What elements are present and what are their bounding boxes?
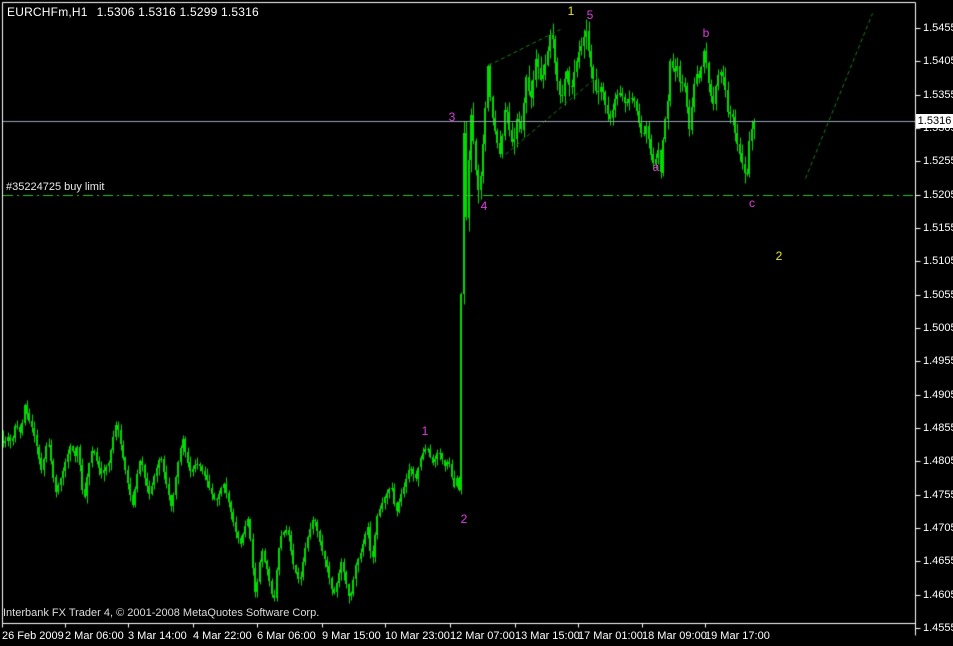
wave-label-2[interactable]: 2 — [460, 512, 468, 526]
price-axis-label: 1.5105 — [923, 255, 953, 268]
price-axis-label: 1.4555 — [923, 621, 953, 634]
time-axis-label: 18 Mar 09:00 — [642, 630, 707, 642]
price-axis-label: 1.4955 — [923, 355, 953, 368]
current-price-box: 1.5316 — [916, 114, 953, 128]
price-axis-label: 1.5405 — [923, 55, 953, 68]
time-axis-label: 9 Mar 15:00 — [322, 630, 381, 642]
price-axis-label: 1.4805 — [923, 455, 953, 468]
wave-label-1[interactable]: 1 — [567, 4, 575, 18]
wave-label-3[interactable]: 3 — [448, 110, 456, 124]
time-axis-label: 4 Mar 22:00 — [193, 630, 252, 642]
price-axis-label: 1.5155 — [923, 221, 953, 234]
price-axis-label: 1.5355 — [923, 88, 953, 101]
wave-label-b[interactable]: b — [702, 26, 710, 40]
time-axis-label: 17 Mar 01:00 — [578, 630, 643, 642]
price-axis-label: 1.5455 — [923, 22, 953, 34]
wave-label-c[interactable]: c — [749, 196, 755, 210]
price-axis-label: 1.4705 — [923, 521, 953, 534]
time-axis-label: 2 Mar 06:00 — [65, 630, 124, 642]
wave-label-5[interactable]: 5 — [586, 8, 594, 22]
price-axis-label: 1.5005 — [923, 321, 953, 334]
price-axis-label: 1.5205 — [923, 188, 953, 201]
buy-limit-order-label[interactable]: #35224725 buy limit — [6, 181, 105, 193]
copyright-text: Interbank FX Trader 4, © 2001-2008 MetaQ… — [3, 607, 320, 619]
time-axis-label: 26 Feb 2009 — [2, 630, 64, 642]
wave-label-1[interactable]: 1 — [421, 424, 429, 438]
symbol-period-label: EURCHFm,H1 — [7, 5, 88, 19]
price-axis-label: 1.4655 — [923, 555, 953, 568]
chart-title: EURCHFm,H1 1.5306 1.5316 1.5299 1.5316 — [7, 5, 259, 19]
time-axis-label: 6 Mar 06:00 — [257, 630, 316, 642]
price-axis-label: 1.4855 — [923, 421, 953, 434]
wave-label-2[interactable]: 2 — [775, 249, 783, 263]
time-axis-label: 12 Mar 07:00 — [450, 630, 515, 642]
wave-label-4[interactable]: 4 — [480, 199, 488, 213]
ohlc-quotes-label: 1.5306 1.5316 1.5299 1.5316 — [96, 5, 259, 19]
wave-label-a[interactable]: a — [652, 160, 660, 174]
time-axis-label: 10 Mar 23:00 — [385, 630, 450, 642]
price-axis-label: 1.4905 — [923, 388, 953, 401]
time-axis-label: 3 Mar 14:00 — [128, 630, 187, 642]
time-axis-label: 13 Mar 15:00 — [515, 630, 580, 642]
price-axis-label: 1.5055 — [923, 288, 953, 301]
time-axis-label: 19 Mar 17:00 — [705, 630, 770, 642]
price-axis-label: 1.5255 — [923, 155, 953, 168]
price-axis-label: 1.4755 — [923, 488, 953, 501]
price-axis-label: 1.4605 — [923, 588, 953, 601]
